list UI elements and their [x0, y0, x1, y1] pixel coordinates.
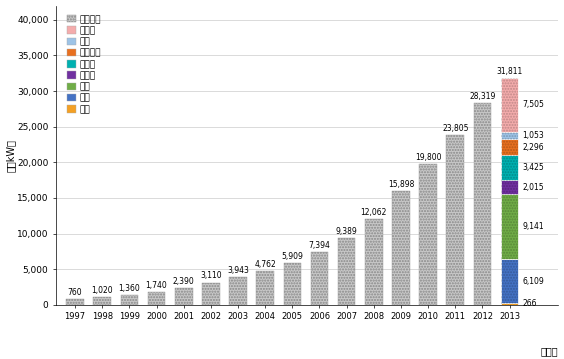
- Bar: [257, 271, 274, 305]
- Bar: [229, 277, 247, 305]
- Bar: [501, 303, 518, 305]
- Bar: [94, 298, 111, 305]
- Text: 266: 266: [522, 299, 537, 308]
- Bar: [229, 277, 247, 305]
- Bar: [148, 292, 165, 305]
- Text: 23,805: 23,805: [442, 124, 469, 133]
- Bar: [121, 295, 138, 305]
- Bar: [365, 219, 382, 305]
- Bar: [474, 103, 491, 305]
- Bar: [419, 164, 437, 305]
- Bar: [419, 164, 437, 305]
- Bar: [501, 303, 518, 305]
- Bar: [202, 283, 220, 305]
- Text: 1,740: 1,740: [146, 281, 168, 290]
- Text: 15,898: 15,898: [388, 180, 414, 189]
- Bar: [202, 283, 220, 305]
- Bar: [501, 139, 518, 155]
- Bar: [175, 288, 192, 305]
- Bar: [338, 238, 355, 305]
- Text: 2,390: 2,390: [173, 276, 195, 285]
- Bar: [94, 298, 111, 305]
- Bar: [501, 155, 518, 180]
- Bar: [338, 238, 355, 305]
- Bar: [311, 252, 328, 305]
- Text: 3,943: 3,943: [227, 266, 249, 275]
- Text: 1,020: 1,020: [91, 286, 113, 295]
- Text: 3,110: 3,110: [200, 271, 222, 280]
- Bar: [392, 191, 410, 305]
- Bar: [447, 135, 464, 305]
- Text: 1,053: 1,053: [522, 131, 544, 140]
- Text: 9,141: 9,141: [522, 222, 544, 231]
- Text: 5,909: 5,909: [281, 252, 303, 261]
- Text: 4,762: 4,762: [254, 260, 276, 269]
- Bar: [501, 78, 518, 132]
- Bar: [365, 219, 382, 305]
- Bar: [501, 180, 518, 194]
- Bar: [284, 263, 301, 305]
- Text: 7,505: 7,505: [522, 101, 544, 109]
- Bar: [175, 288, 192, 305]
- Text: 7,394: 7,394: [309, 241, 331, 250]
- Bar: [66, 299, 84, 305]
- Bar: [66, 299, 84, 305]
- Bar: [501, 259, 518, 303]
- Bar: [501, 132, 518, 139]
- Bar: [474, 103, 491, 305]
- Bar: [121, 295, 138, 305]
- Text: 2,296: 2,296: [522, 143, 544, 152]
- Bar: [311, 252, 328, 305]
- Text: 12,062: 12,062: [360, 208, 387, 217]
- Bar: [501, 259, 518, 303]
- Y-axis label: （万kW）: （万kW）: [6, 139, 16, 172]
- Bar: [501, 155, 518, 180]
- Bar: [257, 271, 274, 305]
- Text: 2,015: 2,015: [522, 182, 544, 192]
- Text: 3,425: 3,425: [522, 163, 544, 172]
- Text: 9,389: 9,389: [336, 227, 358, 236]
- Bar: [501, 139, 518, 155]
- Bar: [501, 194, 518, 259]
- Text: 31,811: 31,811: [496, 67, 523, 76]
- Text: 28,319: 28,319: [469, 92, 496, 101]
- Bar: [501, 132, 518, 139]
- Text: 1,360: 1,360: [118, 284, 140, 293]
- Bar: [501, 180, 518, 194]
- Text: （年）: （年）: [541, 347, 558, 356]
- Bar: [392, 191, 410, 305]
- Bar: [447, 135, 464, 305]
- Text: 19,800: 19,800: [415, 153, 442, 162]
- Bar: [148, 292, 165, 305]
- Text: 6,109: 6,109: [522, 276, 544, 286]
- Bar: [284, 263, 301, 305]
- Legend: 世界合計, その他, 英国, スペイン, ドイツ, インド, 中国, 米国, 日本: 世界合計, その他, 英国, スペイン, ドイツ, インド, 中国, 米国, 日…: [65, 13, 103, 116]
- Text: 760: 760: [68, 288, 82, 297]
- Bar: [501, 194, 518, 259]
- Bar: [501, 78, 518, 132]
